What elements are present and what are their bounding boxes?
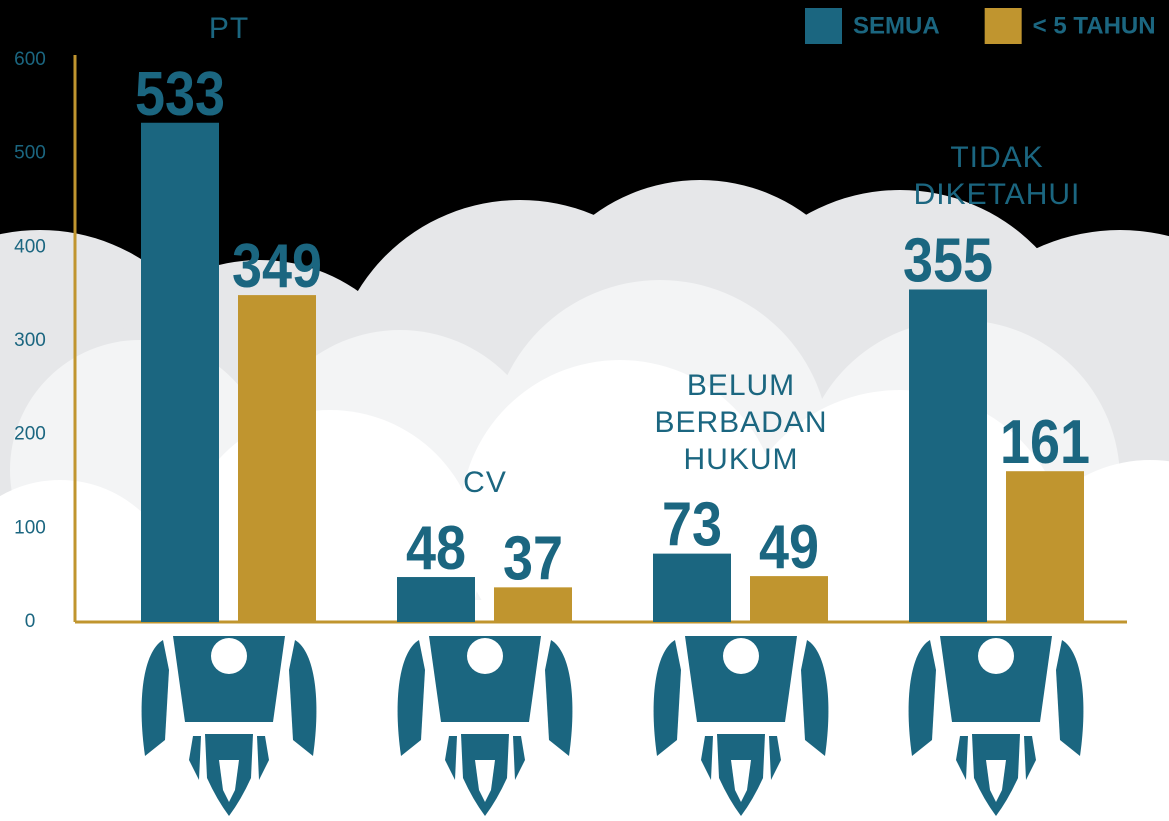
y-tick-label: 300 — [14, 330, 46, 351]
bar — [1006, 471, 1084, 622]
bar — [141, 122, 219, 623]
bar — [909, 289, 987, 622]
bar — [397, 577, 475, 622]
value-label: 73 — [662, 491, 722, 560]
category-label: CV — [463, 466, 507, 500]
value-label: 533 — [135, 60, 225, 129]
y-tick-label: 400 — [14, 236, 46, 257]
bar — [238, 295, 316, 622]
y-tick-label: 200 — [14, 424, 46, 445]
value-label: 37 — [503, 524, 563, 593]
y-tick-label: 600 — [14, 49, 46, 70]
value-label: 49 — [759, 513, 819, 582]
category-label: TIDAK DIKETAHUI — [913, 141, 1081, 212]
value-label: 48 — [406, 514, 466, 583]
value-label: 355 — [903, 226, 993, 295]
bar — [494, 587, 572, 622]
legend-label: < 5 TAHUN — [1033, 12, 1156, 39]
value-label: 349 — [232, 232, 322, 301]
y-tick-label: 0 — [25, 611, 36, 632]
legend-swatch — [805, 8, 842, 44]
legend-label: SEMUA — [853, 12, 940, 39]
legend-swatch — [984, 8, 1022, 44]
bar — [653, 553, 731, 622]
category-label: BELUM BERBADAN HUKUM — [654, 368, 828, 476]
category-label: PT — [208, 11, 250, 45]
y-tick-label: 100 — [14, 517, 46, 538]
value-label: 161 — [1000, 408, 1090, 477]
y-tick-label: 500 — [14, 143, 46, 164]
bar — [750, 576, 828, 622]
